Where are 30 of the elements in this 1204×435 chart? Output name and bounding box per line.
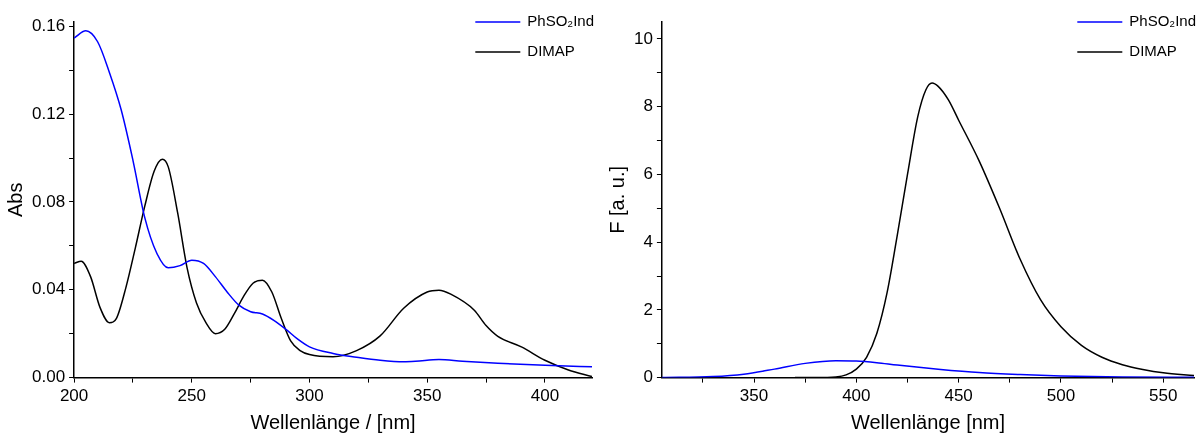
x-tick-label: 350 xyxy=(413,386,442,406)
y-tick-label: 0.04 xyxy=(31,279,66,299)
y-tick-label: 0.08 xyxy=(31,191,66,211)
y-tick-label: 0.12 xyxy=(31,103,66,123)
y-tick-label: 6 xyxy=(643,164,653,184)
x-axis-title: Wellenlänge / [nm] xyxy=(250,410,416,433)
x-tick-label: 500 xyxy=(1046,386,1076,406)
y-axis-title: Abs xyxy=(3,182,26,218)
legend-label: PhSO₂Ind xyxy=(1129,12,1197,30)
legend-label: DIMAP xyxy=(527,42,575,60)
legend-label: DIMAP xyxy=(1129,42,1177,60)
x-tick-label: 550 xyxy=(1149,386,1178,406)
y-axis-title: F [a. u.] xyxy=(605,165,628,234)
x-tick-label: 200 xyxy=(59,386,89,406)
x-tick-label: 300 xyxy=(295,386,324,406)
x-tick-label: 450 xyxy=(944,386,973,406)
line-series xyxy=(74,30,592,368)
y-tick-label: 0 xyxy=(643,367,653,387)
legend-label: PhSO₂Ind xyxy=(527,12,595,30)
x-tick-label: 250 xyxy=(177,386,206,406)
x-tick-label: 400 xyxy=(842,386,871,406)
x-tick-label: 400 xyxy=(530,386,560,406)
y-tick-label: 10 xyxy=(633,28,653,48)
y-tick-label: 4 xyxy=(643,231,653,251)
y-tick-label: 0.16 xyxy=(31,16,66,36)
y-tick-label: 2 xyxy=(643,299,653,319)
x-tick-label: 350 xyxy=(739,386,769,406)
x-axis-title: Wellenlänge [nm] xyxy=(850,410,1006,433)
y-tick-label: 8 xyxy=(643,96,653,116)
text: 0.00 xyxy=(31,367,66,387)
